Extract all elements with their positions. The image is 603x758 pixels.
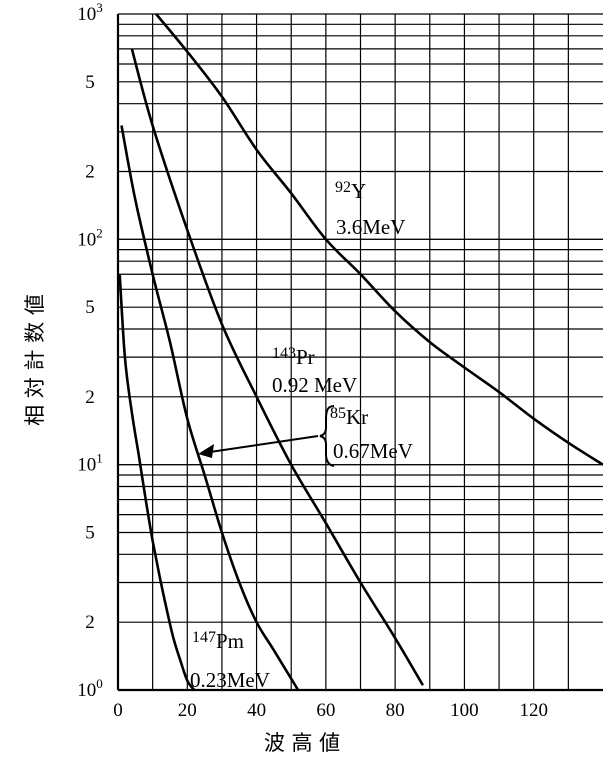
annotation-y92-energy: 3.6MeV (336, 215, 405, 239)
series-curves (120, 14, 603, 690)
annotation-kr85-arrow (210, 436, 318, 452)
series-line-3 (120, 274, 195, 690)
x-axis-title: 波 高 値 (264, 731, 340, 755)
y-tick-label: 2 (85, 162, 95, 183)
annotation-y92-isotope: 92Y (335, 179, 366, 203)
y-tick-labels: 103 5 2 102 5 2 101 5 2 100 (77, 0, 103, 701)
annotation-pm147-energy: 0.23MeV (190, 668, 270, 692)
y-tick-label: 5 (85, 72, 95, 93)
annotation-pr143-isotope: 143Pr (272, 345, 315, 369)
x-tick-label: 100 (450, 700, 479, 721)
y-axis-title: 相 対 計 数 値 (23, 294, 47, 426)
annotation-kr85-energy: 0.67MeV (333, 439, 413, 463)
x-tick-labels: 0 20 40 60 80 100 120 (113, 700, 548, 721)
y-tick-label: 101 (77, 451, 103, 476)
annotation-kr85-arrowhead (198, 444, 214, 458)
annotation-pr143-energy: 0.92 MeV (272, 373, 357, 397)
annotation-pm147-isotope: 147Pm (192, 629, 244, 653)
annotation-kr85-isotope: 85Kr (330, 405, 368, 429)
y-tick-label: 103 (77, 0, 103, 25)
x-tick-label: 20 (178, 700, 197, 721)
y-tick-label: 100 (77, 676, 103, 701)
x-tick-label: 60 (316, 700, 335, 721)
series-line-2 (122, 126, 299, 691)
y-tick-label: 102 (77, 225, 103, 250)
x-tick-label: 0 (113, 700, 123, 721)
x-tick-label: 40 (247, 700, 266, 721)
y-tick-label: 5 (85, 297, 95, 318)
grid (118, 14, 603, 690)
y-tick-label: 2 (85, 387, 95, 408)
x-tick-label: 80 (386, 700, 405, 721)
y-tick-label: 5 (85, 522, 95, 543)
x-tick-label: 120 (519, 700, 548, 721)
y-tick-label: 2 (85, 612, 95, 633)
